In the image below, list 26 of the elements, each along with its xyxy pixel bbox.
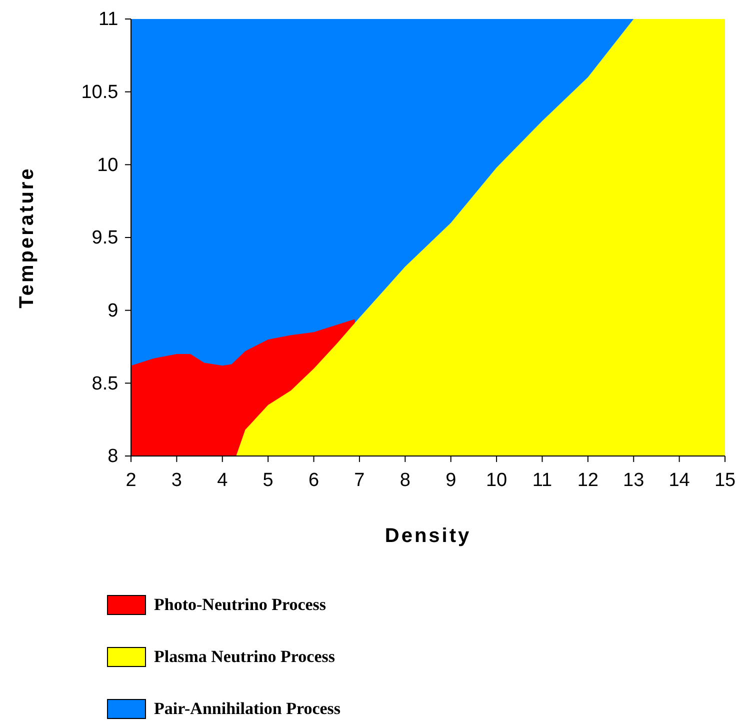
x-tick-label: 6 xyxy=(308,470,320,491)
x-tick-label: 10 xyxy=(486,470,508,491)
x-tick-label: 15 xyxy=(714,470,736,491)
y-tick-label: 8.5 xyxy=(92,373,118,394)
x-tick-label: 13 xyxy=(623,470,644,491)
legend-label: Pair-Annihilation Process xyxy=(154,699,341,718)
x-axis-title: Density xyxy=(384,525,472,547)
x-tick-label: 8 xyxy=(400,470,410,491)
x-tick-label: 14 xyxy=(668,470,690,491)
x-tick-label: 4 xyxy=(217,470,228,491)
x-tick-label: 7 xyxy=(354,470,365,491)
x-tick-label: 11 xyxy=(532,470,552,491)
y-tick-label: 8 xyxy=(108,446,118,468)
x-tick-label: 2 xyxy=(126,470,136,491)
y-axis-title: Temperature xyxy=(16,166,38,308)
x-tick-label: 5 xyxy=(262,470,274,491)
legend-label: Plasma Neutrino Process xyxy=(154,647,336,666)
x-tick-label: 9 xyxy=(446,470,456,491)
y-tick-label: 9.5 xyxy=(92,228,118,249)
legend-label: Photo-Neutrino Process xyxy=(154,595,326,614)
y-tick-label: 11 xyxy=(98,9,118,30)
y-tick-label: 9 xyxy=(108,300,118,322)
y-tick-label: 10 xyxy=(97,154,118,176)
y-tick-label: 10.5 xyxy=(81,82,118,103)
x-tick-label: 12 xyxy=(577,470,598,491)
x-tick-label: 3 xyxy=(171,470,182,491)
